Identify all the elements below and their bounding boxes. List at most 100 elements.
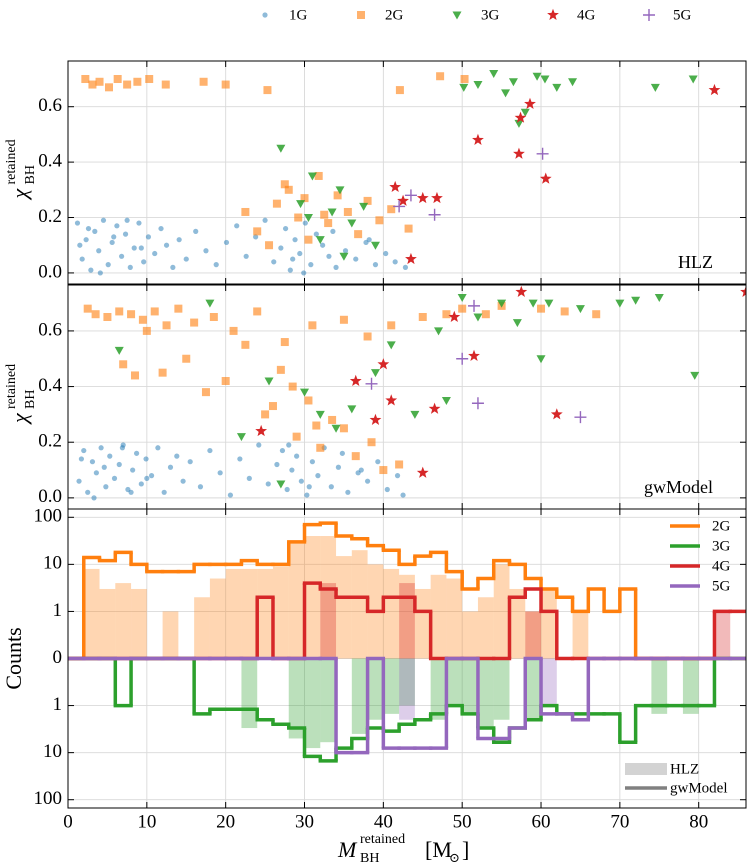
point <box>473 81 483 90</box>
y-tick-label: 0.6 <box>38 319 62 340</box>
hist-fill <box>509 588 526 659</box>
point <box>78 456 85 462</box>
point <box>205 299 215 308</box>
legend-label: 5G <box>673 7 692 23</box>
point <box>416 466 429 478</box>
point <box>294 213 303 222</box>
annotation: HLZ <box>678 252 713 272</box>
point <box>158 225 164 232</box>
hist-fill <box>209 578 226 659</box>
legend-label: gwModel <box>670 780 728 796</box>
point <box>187 459 193 465</box>
point <box>536 147 549 160</box>
point <box>290 256 296 262</box>
point <box>404 189 417 202</box>
point <box>227 492 234 498</box>
point <box>370 241 380 250</box>
hist-fill <box>115 583 132 659</box>
hist-fill <box>320 536 337 659</box>
y-tick-label: 0.6 <box>38 95 62 116</box>
point <box>91 310 100 319</box>
hist-fill <box>651 658 668 714</box>
step-riser <box>334 658 591 753</box>
point <box>349 374 362 387</box>
point <box>508 78 518 87</box>
point <box>74 220 81 226</box>
x-tick-label: 30 <box>295 811 314 832</box>
point <box>98 445 104 451</box>
y-tick-label: 0.2 <box>38 206 62 227</box>
point <box>387 205 396 214</box>
point <box>265 481 271 487</box>
point <box>261 410 270 419</box>
point <box>124 217 130 223</box>
point <box>468 349 480 361</box>
point <box>347 405 357 414</box>
panel <box>67 508 747 809</box>
point <box>434 327 444 336</box>
point <box>309 459 315 465</box>
point <box>167 464 174 470</box>
point <box>298 478 304 484</box>
point <box>339 315 348 324</box>
x-label-sub: BH <box>360 851 379 866</box>
point <box>280 180 289 189</box>
point <box>442 310 451 319</box>
point <box>345 489 351 495</box>
point <box>243 253 249 259</box>
point <box>370 369 380 378</box>
point <box>473 313 483 322</box>
point <box>312 421 321 430</box>
point <box>130 467 136 473</box>
legend-swatch <box>625 763 667 775</box>
point <box>152 250 158 257</box>
point <box>575 305 585 314</box>
y-tick-label: 10 <box>43 553 62 574</box>
point <box>255 424 268 437</box>
hist-fill <box>241 658 258 729</box>
point <box>174 453 180 459</box>
y-tick-label: 100 <box>34 788 63 809</box>
point <box>91 495 97 501</box>
hist-fill <box>430 574 447 659</box>
point <box>369 413 382 425</box>
hist-fill <box>399 583 415 659</box>
point <box>93 470 99 476</box>
point <box>314 171 323 180</box>
x-label-unit-sub: ⊙ <box>449 850 460 865</box>
point <box>123 80 132 89</box>
y-label: Counts <box>1 627 26 689</box>
point <box>410 410 420 419</box>
point <box>364 478 371 484</box>
plot-content <box>68 521 746 763</box>
hist-fill <box>493 658 510 720</box>
point <box>688 75 698 84</box>
point <box>315 410 325 419</box>
point <box>241 207 250 216</box>
hist-fill <box>682 658 699 714</box>
point <box>105 262 111 268</box>
point <box>471 397 484 410</box>
legend-label: 1G <box>289 7 308 23</box>
point <box>326 253 332 259</box>
point <box>574 411 587 424</box>
point <box>95 77 104 86</box>
hist-fill <box>430 658 447 720</box>
point <box>532 72 542 81</box>
y-tick-label: 100 <box>34 506 63 527</box>
hist-fill <box>257 568 273 659</box>
hist-fill <box>383 568 400 659</box>
legend-marker <box>452 11 462 20</box>
point <box>383 250 389 257</box>
point <box>301 270 307 276</box>
plot-content <box>74 69 721 276</box>
point <box>385 394 398 406</box>
point <box>481 310 490 319</box>
point <box>304 492 310 498</box>
hist-fill <box>399 658 415 706</box>
point <box>375 216 384 225</box>
point <box>333 191 342 200</box>
point <box>101 464 107 470</box>
hist-fill <box>99 588 116 659</box>
hist-fill <box>351 658 368 734</box>
